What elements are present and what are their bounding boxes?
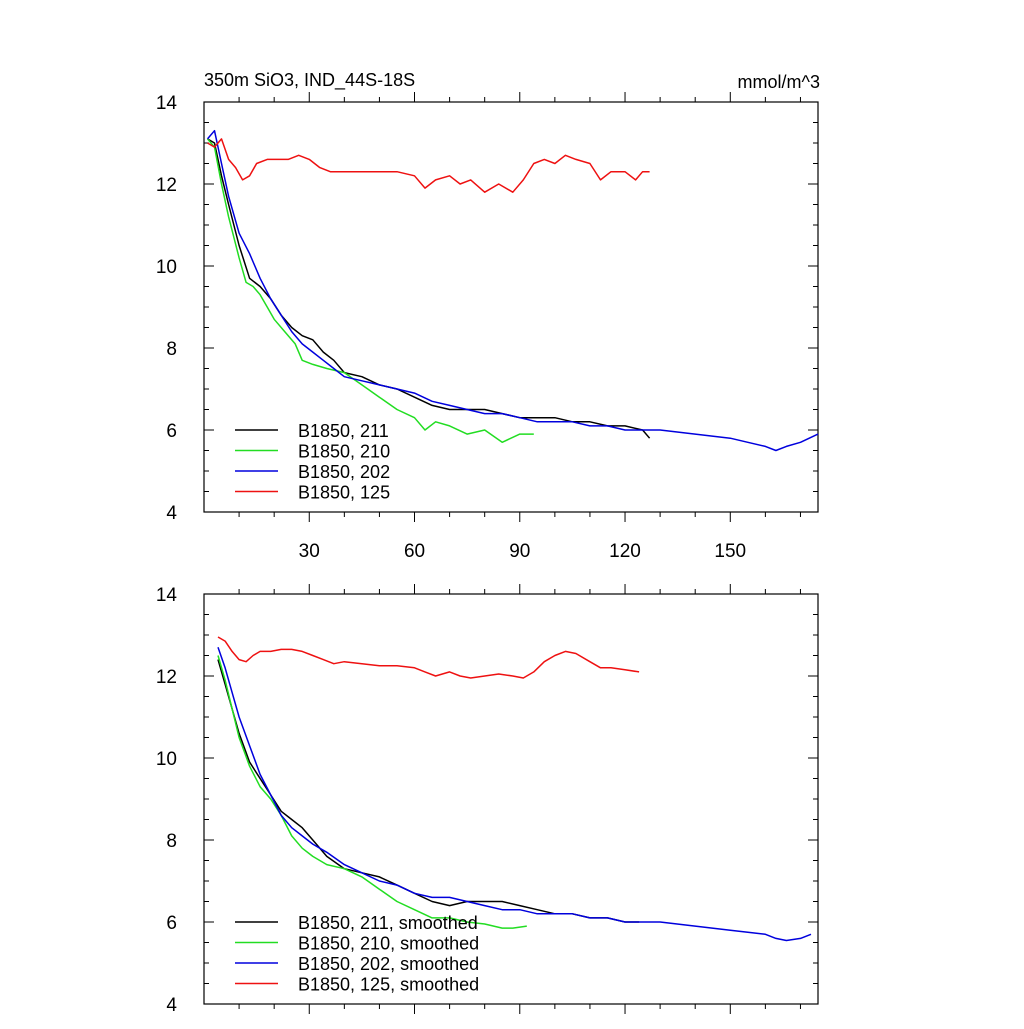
- series-line: [217, 659, 640, 923]
- legend-label: B1850, 211, smoothed: [298, 913, 478, 933]
- y-tick-label: 12: [156, 175, 177, 196]
- series-line: [217, 647, 812, 942]
- series-lines: [206, 129, 819, 452]
- series-lines: [217, 636, 812, 942]
- series-line: [217, 636, 640, 679]
- y-tick-labels: 4 6 8 10 12 14: [156, 585, 178, 1016]
- legend-label: B1850, 202, smoothed: [298, 954, 479, 974]
- y-tick-label: 10: [156, 257, 177, 278]
- y-tick-label: 8: [166, 339, 177, 360]
- legend-label: B1850, 125: [298, 483, 390, 503]
- y-tick-label: 4: [166, 503, 177, 524]
- axis-ticks: [204, 92, 818, 522]
- series-line: [217, 655, 527, 929]
- x-tick-label: 60: [404, 541, 425, 562]
- legend-label: B1850, 202: [298, 462, 390, 482]
- legend-label: B1850, 210, smoothed: [298, 934, 479, 954]
- legend-label: B1850, 211: [298, 421, 389, 441]
- series-line: [206, 129, 819, 452]
- series-line: [206, 138, 534, 444]
- y-tick-label: 12: [156, 667, 177, 688]
- legend-label: B1850, 210: [298, 442, 390, 462]
- y-tick-label: 8: [166, 831, 177, 852]
- y-tick-label: 10: [156, 749, 177, 770]
- y-tick-labels: 4 6 8 10 12 14: [156, 93, 178, 524]
- series-line: [207, 138, 650, 193]
- x-tick-label: 90: [509, 541, 530, 562]
- plot-frame: [203, 101, 819, 513]
- x-tick-labels: 30 60 90 120 150: [299, 541, 746, 562]
- y-tick-label: 6: [166, 421, 177, 442]
- y-tick-label: 6: [166, 913, 177, 934]
- units-label: mmol/m^3: [738, 72, 820, 92]
- axis-ticks: [204, 584, 818, 1014]
- y-tick-label: 14: [156, 585, 178, 606]
- x-tick-label: 120: [609, 541, 641, 562]
- y-tick-label: 4: [166, 995, 177, 1016]
- plot-frame: [203, 593, 819, 1005]
- series-line: [207, 138, 651, 439]
- top-panel: 350m SiO3, IND_44S-18S mmol/m^3 4 6 8 10 12 1…: [156, 70, 820, 562]
- x-tick-label: 150: [714, 541, 746, 562]
- y-tick-label: 14: [156, 93, 178, 114]
- x-tick-label: 30: [299, 541, 320, 562]
- legend-label: B1850, 125, smoothed: [298, 975, 479, 995]
- chart-title: 350m SiO3, IND_44S-18S: [204, 70, 415, 91]
